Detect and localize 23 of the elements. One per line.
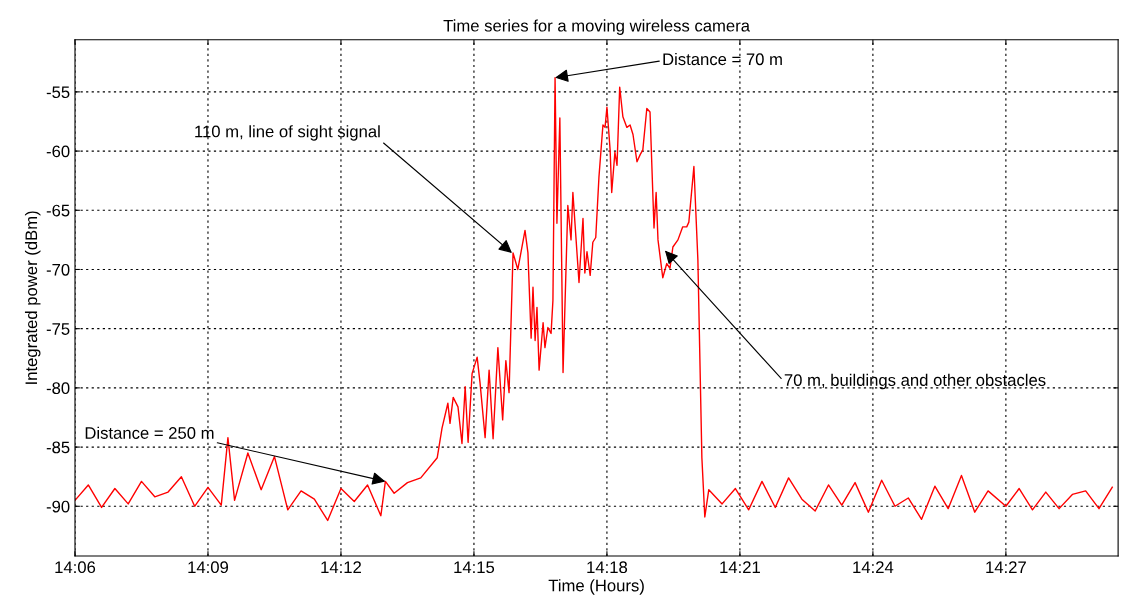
annotation: Distance = 70 m	[663, 52, 782, 66]
y-tick-label: -85	[46, 441, 70, 454]
y-tick-label: -55	[46, 86, 70, 99]
x-tick-label: 14:24	[853, 561, 894, 573]
x-tick-label: 14:18	[587, 561, 628, 574]
y-tick-label: -80	[46, 382, 70, 395]
x-tick-label: 14:27	[986, 561, 1026, 573]
y-tick-label: -75	[46, 323, 70, 335]
x-tick-label: 14:06	[55, 561, 96, 574]
y-tick-label: -70	[46, 263, 70, 276]
x-tick-label: 14:12	[321, 561, 361, 573]
y-tick-label: -65	[46, 204, 70, 217]
x-tick-label: 14:15	[454, 561, 495, 574]
x-tick-label: 14:21	[720, 561, 760, 573]
x-tick-label: 14:09	[188, 561, 229, 574]
annotation: 70 m, buildings and other obstacles	[784, 373, 1046, 390]
y-tick-label: -60	[46, 145, 70, 158]
annotation: 110 m, line of sight signal	[195, 125, 380, 141]
y-tick-label: -90	[46, 500, 70, 513]
x-axis-title: Time (Hours)	[548, 579, 644, 595]
y-axis-title: Integrated power (dBm)	[24, 211, 41, 384]
chart-title: Time series for a moving wireless camera	[443, 19, 750, 35]
annotation: Distance = 250 m	[85, 426, 214, 439]
